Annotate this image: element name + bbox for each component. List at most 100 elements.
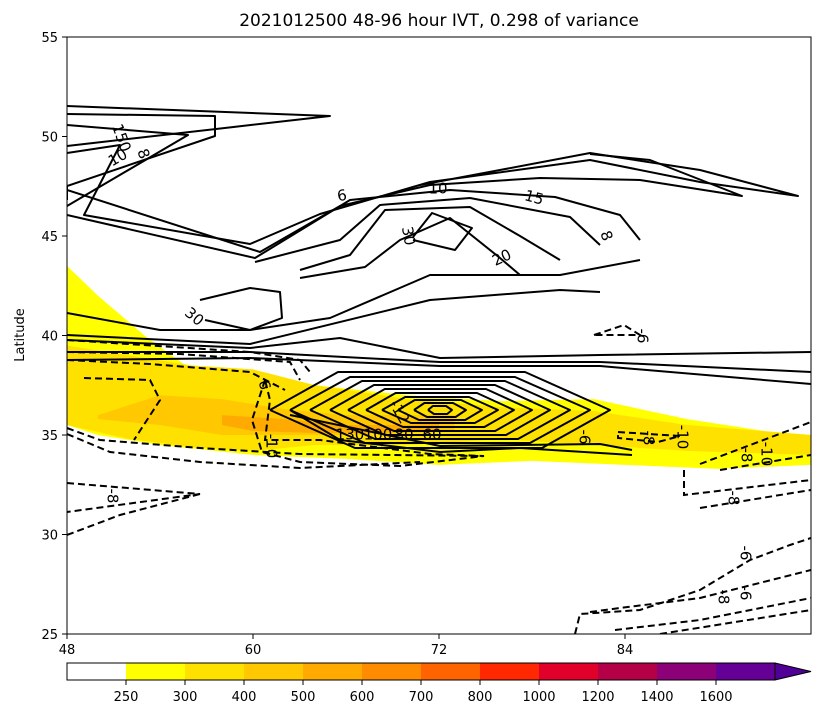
contour-label: -6 [576,430,594,445]
contour-line-solid [67,189,641,259]
contour-line-solid [347,388,533,432]
contour-label: -8 [738,448,756,463]
contour-label: -10 [674,425,692,450]
x-tick-label: 72 [431,643,448,658]
y-axis: 25 30 35 40 45 50 55 [41,31,67,643]
contour-line-dashed [659,609,811,634]
colorbar-segment [716,663,776,680]
contour-label: 30 [398,225,419,247]
colorbar-segment [362,663,422,680]
contour-line-solid [299,217,521,279]
contour-line-solid [309,380,571,440]
x-tick-label: 60 [245,643,262,658]
y-tick-label: 45 [41,230,58,245]
contour-line-solid [67,153,743,253]
colorbar-tick-label: 800 [468,690,493,705]
contour-line-dashed [67,482,201,513]
contour-label: -6 [737,586,755,601]
contour-line-solid [381,396,499,424]
contour-line-solid [269,371,611,449]
contour-label: -6 [634,329,652,344]
colorbar-tick-label: 300 [173,690,198,705]
contour-label: -8 [725,491,743,506]
contour-line-dashed [67,339,311,373]
contour-label: -8 [715,590,733,605]
contour-label: 10 [428,180,447,198]
y-tick-label: 55 [41,31,58,46]
contour-line-solid [67,337,811,359]
contour-label: 15 [523,186,546,208]
colorbar-segment [244,663,304,680]
colorbar-tick-label: 1000 [522,690,555,705]
colorbar-tick-label: 250 [114,690,139,705]
y-tick-label: 50 [41,131,58,146]
colorbar-segment [598,663,658,680]
contour-line-solid [289,409,633,456]
contour-line-dashed [699,489,811,509]
contour-line-solid [67,259,641,331]
y-axis-label: Latitude [13,308,28,362]
contour-line-dashed [683,470,811,497]
contour-line-solid [67,289,601,345]
y-tick-label: 25 [41,628,58,643]
contour-line-solid [199,287,283,331]
colorbar-segment [303,663,363,680]
contour-line-solid [299,206,561,271]
contour-line-dashed [593,323,644,336]
contour-line-dashed [67,351,301,381]
contour-line-solid [397,399,483,421]
colorbar-segment [539,663,599,680]
contour-line-dashed [250,379,485,468]
colorbar-tick-label: 700 [409,690,434,705]
colorbar-tick-label: 1400 [640,690,673,705]
contour-line-dashed [67,493,201,536]
x-tick-label: 84 [617,643,634,658]
colorbar-segment [126,663,186,680]
contour-label: 8 [596,228,616,243]
contour-line-solid [67,357,811,385]
colorbar-segment [657,663,717,680]
contour-line-dashed [67,359,286,391]
contour-line-solid [427,405,453,415]
chart-title: 2021012500 48-96 hour IVT, 0.298 of vari… [239,11,639,31]
colorbar-tick-label: 1600 [699,690,732,705]
colorbar-tick-label: 500 [291,690,316,705]
colorbar: 250 300 400 500 600 700 800 1000 1200 1400 1600 [66,662,812,705]
contour-label: 6 [336,186,349,205]
colorbar-segment [67,663,127,680]
contour-line-dashed [67,427,481,457]
contour-line-solid [254,197,601,263]
x-tick-label: 48 [59,643,76,658]
contour-line-solid [67,124,189,207]
contour-line-solid [67,144,799,245]
colorbar-segment [421,663,481,680]
contour-line-dashed [614,597,811,631]
contour-lines [67,105,811,634]
contour-line-dashed [83,377,162,441]
colorbar-tick-label: 1200 [581,690,614,705]
contour-line-solid [413,402,467,418]
y-tick-label: 40 [41,330,58,345]
colorbar-segment [480,663,540,680]
contour-label: 80 [394,426,413,444]
y-tick-label: 35 [41,429,58,444]
contour-line-solid [289,414,633,451]
contour-label: 6 [255,379,274,392]
contour-line-dashed [719,454,811,471]
contour-label: 60 [422,426,441,444]
colorbar-tick-label: 400 [232,690,257,705]
contour-line-dashed [617,431,681,444]
contour-label: 30 [181,304,207,330]
contour-line-solid [67,105,331,147]
colorbar-segment [185,663,245,680]
contour-line-solid [67,113,216,200]
contour-line-dashed [574,537,811,634]
contour-line-solid [412,212,473,251]
contour-line-dashed [699,421,811,465]
contour-line-solid [67,351,811,373]
contour-label: -6 [737,546,755,561]
contour-label: 130 [336,426,365,444]
